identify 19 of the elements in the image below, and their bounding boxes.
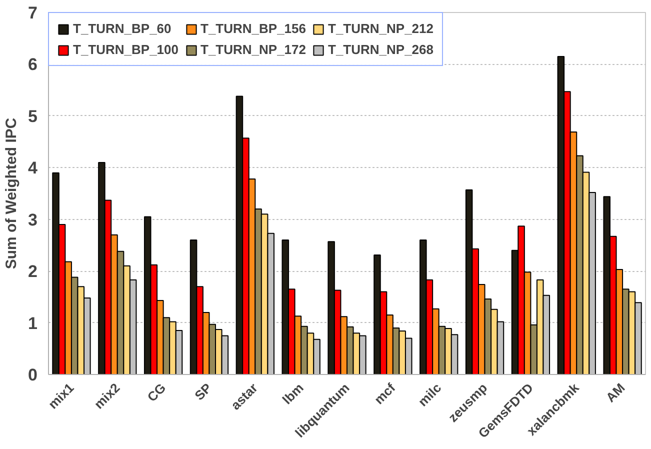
y-tick-label: 0: [28, 366, 38, 384]
y-tick-label: 3: [28, 210, 38, 230]
y-tick-label: 1: [28, 314, 38, 333]
legend-label: T_TURN_BP_100: [73, 42, 178, 57]
legend-label: T_TURN_BP_156: [200, 21, 306, 36]
y-axis-title: Sum of Weighted IPC: [3, 118, 20, 270]
x-tick-label: SP: [192, 380, 215, 404]
y-tick-label: 4: [28, 158, 38, 178]
y-tick-label: 7: [28, 4, 38, 22]
legend-label: T_TURN_NP_172: [200, 42, 306, 57]
x-tick-label: milc: [415, 380, 444, 410]
y-tick-label: 2: [28, 262, 38, 282]
x-tick-label: CG: [144, 380, 169, 405]
legend-label: T_TURN_NP_212: [328, 21, 434, 36]
x-tick-label: AM: [602, 380, 628, 406]
y-tick-label: 5: [28, 106, 38, 126]
legend-label: T_TURN_NP_268: [328, 42, 434, 57]
legend-label: T_TURN_BP_60: [73, 21, 172, 36]
y-tick-label: 6: [28, 55, 38, 74]
